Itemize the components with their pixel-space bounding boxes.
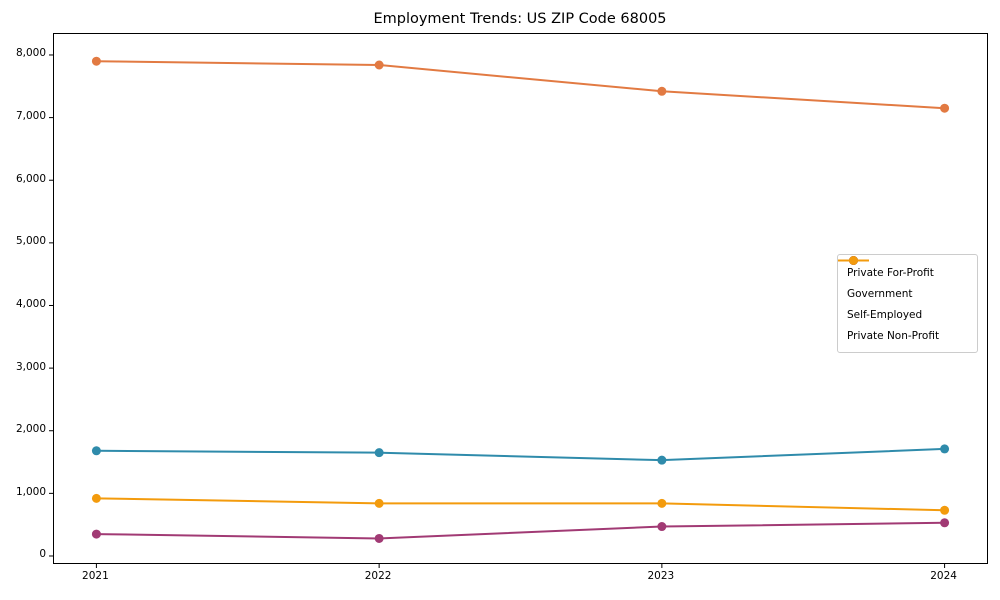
data-point-private-non-profit-2024 (940, 505, 950, 515)
legend-label-self-employed: Self-Employed (847, 308, 923, 321)
y-tick-label-3-000: 3,000 (15, 360, 46, 373)
legend-entry-self-employed: Self-Employed (838, 256, 971, 325)
data-point-private-for-profit-2023 (657, 86, 667, 96)
legend-label-private-non-profit: Private Non-Profit (847, 329, 940, 342)
data-point-self-employed-2023 (657, 522, 667, 532)
plot-area: Private For-Profit Government Self-Employe… (49, 33, 988, 568)
y-tick-label-5-000: 5,000 (15, 235, 46, 248)
data-point-government-2021 (91, 446, 101, 456)
x-tick-label-2024: 2024 (930, 570, 957, 582)
series-line-private-for-profit (96, 60, 945, 110)
legend: Private For-Profit Government Self-Employe… (837, 254, 978, 353)
data-point-private-non-profit-2023 (657, 498, 667, 508)
data-point-self-employed-2022 (374, 533, 384, 543)
series-line-government (96, 447, 945, 462)
data-point-self-employed-2024 (940, 518, 950, 528)
data-point-self-employed-2021 (91, 529, 101, 539)
legend-entry-private-non-profit: Private Non-Profit (838, 256, 971, 346)
data-point-government-2023 (657, 455, 667, 465)
y-tick-label-6-000: 6,000 (15, 172, 46, 185)
data-point-private-for-profit-2022 (374, 60, 384, 70)
x-tick-label-2021: 2021 (82, 570, 109, 582)
data-point-private-non-profit-2022 (374, 498, 384, 508)
legend-entry-government: Government (838, 256, 971, 304)
line-chart-svg (49, 54, 950, 568)
data-point-private-for-profit-2024 (940, 103, 950, 113)
y-tick-label-0: 0 (39, 548, 46, 561)
legend-label-government: Government (847, 287, 913, 300)
x-tick-label-2023: 2023 (647, 570, 675, 582)
y-tick-label-1-000: 1,000 (15, 485, 46, 498)
data-point-government-2024 (940, 444, 950, 454)
y-tick-label-7-000: 7,000 (15, 110, 46, 123)
y-tick-label-2-000: 2,000 (15, 423, 46, 436)
series-line-self-employed (96, 521, 945, 540)
x-tick-label-2022: 2022 (364, 570, 392, 582)
y-tick-label-4-000: 4,000 (15, 297, 46, 310)
series-line-private-non-profit (96, 497, 945, 512)
data-point-private-for-profit-2021 (91, 56, 101, 66)
legend-marker-private-non-profit (838, 256, 869, 265)
legend-label-private-for-profit: Private For-Profit (847, 266, 934, 279)
data-point-government-2022 (374, 448, 384, 458)
y-tick-label-8-000: 8,000 (15, 47, 46, 60)
data-point-private-non-profit-2021 (91, 493, 101, 503)
chart-title: Employment Trends: US ZIP Code 68005 (373, 11, 667, 27)
